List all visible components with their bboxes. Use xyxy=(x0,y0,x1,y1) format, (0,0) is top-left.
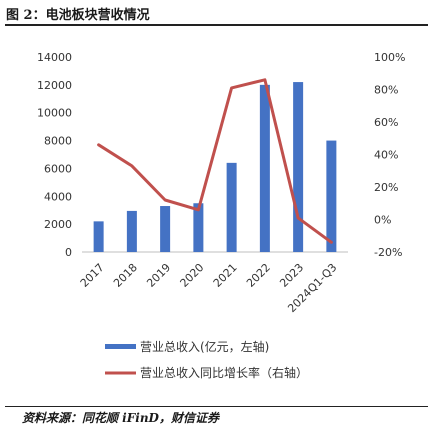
revenue-bar xyxy=(193,203,204,252)
right-tick-label: 60% xyxy=(374,116,398,129)
left-tick-label: 2000 xyxy=(44,218,72,231)
x-tick-label: 2023 xyxy=(277,261,306,290)
revenue-bar xyxy=(226,162,237,252)
left-tick-label: 6000 xyxy=(44,162,72,175)
right-tick-label: -20% xyxy=(374,246,402,259)
revenue-bar xyxy=(93,221,104,252)
left-tick-label: 12000 xyxy=(37,79,72,92)
x-tick-label: 2018 xyxy=(111,261,140,290)
right-tick-label: 20% xyxy=(374,181,398,194)
growth-rate-line xyxy=(97,78,333,244)
right-tick-label: 40% xyxy=(374,149,398,162)
left-tick-label: 8000 xyxy=(44,135,72,148)
right-tick-label: 0% xyxy=(374,214,391,227)
figure-title: 图 2：电池板块营收情况 xyxy=(6,8,150,23)
x-tick-label: 2020 xyxy=(178,261,207,290)
left-tick-label: 0 xyxy=(65,246,72,259)
revenue-bar xyxy=(259,84,270,252)
right-tick-label: 100% xyxy=(374,51,405,64)
revenue-bar xyxy=(126,210,137,252)
left-tick-label: 10000 xyxy=(37,107,72,120)
x-tick-label: 2017 xyxy=(78,261,107,290)
x-tick-label: 2019 xyxy=(144,261,173,290)
source-note: 资料来源：同花顺 iFinD，财信证券 xyxy=(22,411,219,425)
legend-label-revenue: 营业总收入(亿元，左轴) xyxy=(140,339,269,354)
left-tick-label: 4000 xyxy=(44,190,72,203)
bottom-rule xyxy=(5,406,428,407)
revenue-bar xyxy=(160,206,171,252)
left-tick-label: 14000 xyxy=(37,51,72,64)
revenue-bar xyxy=(293,82,304,252)
revenue-bar xyxy=(326,140,337,252)
x-tick-label: 2022 xyxy=(244,261,273,290)
x-tick-label: 2021 xyxy=(211,261,240,290)
top-rule xyxy=(5,24,428,26)
legend-swatch-revenue xyxy=(105,344,136,349)
legend-label-growth: 营业总收入同比增长率（右轴） xyxy=(140,365,308,380)
right-tick-label: 80% xyxy=(374,84,398,97)
